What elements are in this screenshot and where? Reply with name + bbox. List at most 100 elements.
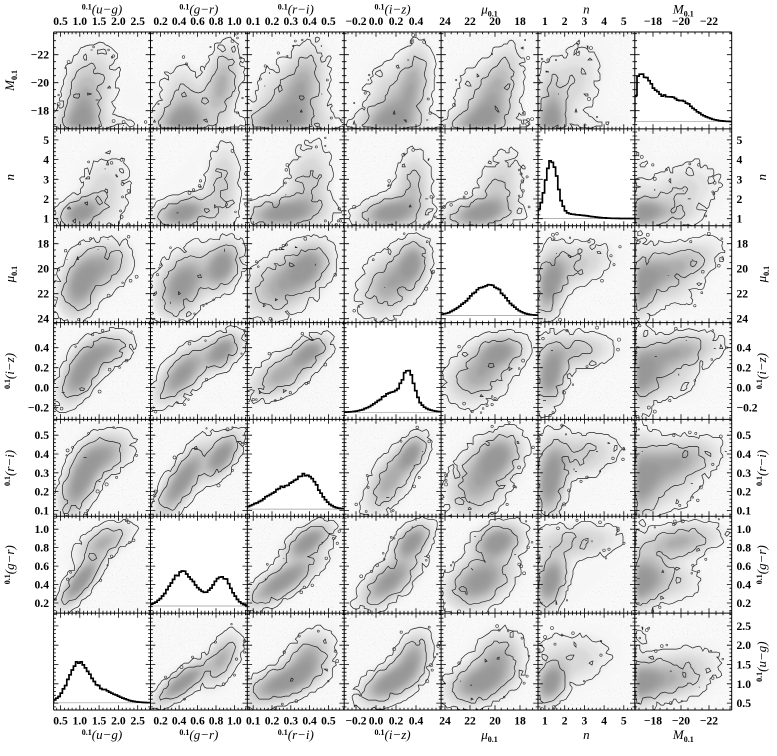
svg-text:20: 20 <box>737 263 749 276</box>
svg-text:0.1(u−g): 0.1(u−g) <box>754 641 769 681</box>
svg-text:5: 5 <box>43 134 49 147</box>
svg-text:0.1(r−i): 0.1(r−i) <box>278 727 314 742</box>
svg-text:0.1(r−i): 0.1(r−i) <box>278 2 314 17</box>
svg-text:n: n <box>583 727 590 742</box>
svg-text:2.5: 2.5 <box>130 715 145 728</box>
svg-text:5: 5 <box>621 715 627 728</box>
svg-text:2.0: 2.0 <box>111 15 126 28</box>
svg-text:1.5: 1.5 <box>92 15 107 28</box>
svg-text:24: 24 <box>737 313 749 326</box>
svg-text:0.0: 0.0 <box>369 15 384 28</box>
svg-text:0.8: 0.8 <box>35 542 50 555</box>
svg-text:1.5: 1.5 <box>92 715 107 728</box>
svg-text:0.1: 0.1 <box>246 15 261 28</box>
svg-text:2: 2 <box>43 193 49 206</box>
svg-text:−20: −20 <box>672 715 690 728</box>
svg-text:0.3: 0.3 <box>35 467 50 480</box>
svg-text:0.5: 0.5 <box>737 697 752 710</box>
svg-text:0.1(r−i): 0.1(r−i) <box>2 450 17 486</box>
svg-text:18: 18 <box>514 15 526 28</box>
svg-text:0.4: 0.4 <box>737 448 752 461</box>
svg-text:0.6: 0.6 <box>35 560 50 573</box>
svg-text:0.2: 0.2 <box>265 15 280 28</box>
svg-text:−18: −18 <box>644 715 662 728</box>
svg-text:0.2: 0.2 <box>737 597 752 610</box>
svg-text:4: 4 <box>601 715 607 728</box>
svg-text:M0.1: M0.1 <box>672 2 694 19</box>
svg-text:22: 22 <box>464 15 476 28</box>
svg-text:2.0: 2.0 <box>111 715 126 728</box>
svg-text:0.0: 0.0 <box>737 382 752 395</box>
svg-text:3: 3 <box>737 173 743 186</box>
svg-text:0.4: 0.4 <box>35 342 50 355</box>
svg-text:0.2: 0.2 <box>389 715 404 728</box>
svg-text:0.1(i−z): 0.1(i−z) <box>375 727 411 742</box>
svg-text:0.1(u−g): 0.1(u−g) <box>82 2 122 17</box>
svg-text:n: n <box>2 174 17 181</box>
svg-text:M0.1: M0.1 <box>672 727 694 744</box>
svg-text:0.4: 0.4 <box>302 15 317 28</box>
svg-text:2.5: 2.5 <box>737 620 752 633</box>
svg-text:2: 2 <box>562 715 568 728</box>
svg-text:n: n <box>583 2 590 17</box>
svg-text:20: 20 <box>489 715 501 728</box>
svg-text:0.2: 0.2 <box>35 597 50 610</box>
svg-text:1.5: 1.5 <box>737 659 752 672</box>
svg-text:20: 20 <box>37 263 49 276</box>
svg-text:1.0: 1.0 <box>227 15 242 28</box>
svg-text:μ0.1: μ0.1 <box>480 2 498 19</box>
svg-text:0.6: 0.6 <box>737 560 752 573</box>
svg-text:1.0: 1.0 <box>737 678 752 691</box>
svg-text:0.2: 0.2 <box>153 15 168 28</box>
svg-text:22: 22 <box>737 288 749 301</box>
svg-text:24: 24 <box>439 715 451 728</box>
svg-text:−20: −20 <box>672 15 690 28</box>
svg-text:−22: −22 <box>31 49 49 62</box>
svg-text:18: 18 <box>37 238 49 251</box>
svg-text:0.0: 0.0 <box>35 382 50 395</box>
svg-text:0.1(i−z): 0.1(i−z) <box>375 2 411 17</box>
svg-text:−18: −18 <box>644 15 662 28</box>
svg-text:2: 2 <box>737 193 743 206</box>
svg-text:0.4: 0.4 <box>172 715 187 728</box>
svg-text:0.1: 0.1 <box>737 505 752 518</box>
svg-text:1: 1 <box>542 15 548 28</box>
svg-text:0.0: 0.0 <box>369 715 384 728</box>
svg-text:μ0.1: μ0.1 <box>2 266 19 284</box>
svg-text:1.0: 1.0 <box>737 523 752 536</box>
svg-text:−18: −18 <box>31 105 49 118</box>
svg-text:0.5: 0.5 <box>321 15 336 28</box>
svg-text:0.3: 0.3 <box>737 467 752 480</box>
svg-text:0.2: 0.2 <box>265 715 280 728</box>
svg-text:5: 5 <box>737 134 743 147</box>
svg-text:22: 22 <box>464 715 476 728</box>
svg-text:18: 18 <box>737 238 749 251</box>
svg-text:0.1: 0.1 <box>35 505 50 518</box>
svg-text:−0.2: −0.2 <box>28 402 49 415</box>
svg-text:18: 18 <box>514 715 526 728</box>
svg-text:0.1(i−z): 0.1(i−z) <box>2 353 17 389</box>
svg-text:0.5: 0.5 <box>737 429 752 442</box>
svg-text:0.1(i−z): 0.1(i−z) <box>754 353 769 389</box>
svg-text:1: 1 <box>43 213 49 226</box>
svg-text:4: 4 <box>43 154 49 167</box>
svg-text:0.6: 0.6 <box>190 15 205 28</box>
svg-text:−0.2: −0.2 <box>345 15 366 28</box>
svg-text:0.3: 0.3 <box>284 715 299 728</box>
svg-text:0.4: 0.4 <box>35 579 50 592</box>
svg-text:−0.2: −0.2 <box>345 715 366 728</box>
svg-text:0.5: 0.5 <box>35 429 50 442</box>
svg-text:1: 1 <box>542 715 548 728</box>
svg-text:0.1(g−r): 0.1(g−r) <box>2 545 17 584</box>
svg-text:M0.1: M0.1 <box>2 70 19 92</box>
svg-text:1.0: 1.0 <box>35 523 50 536</box>
svg-text:0.2: 0.2 <box>737 362 752 375</box>
svg-text:0.2: 0.2 <box>389 15 404 28</box>
svg-text:0.1(g−r): 0.1(g−r) <box>754 545 769 584</box>
svg-text:0.8: 0.8 <box>209 15 224 28</box>
svg-text:0.5: 0.5 <box>321 715 336 728</box>
svg-text:0.5: 0.5 <box>53 15 68 28</box>
svg-text:0.8: 0.8 <box>737 542 752 555</box>
svg-text:3: 3 <box>582 15 588 28</box>
svg-text:1.0: 1.0 <box>227 715 242 728</box>
